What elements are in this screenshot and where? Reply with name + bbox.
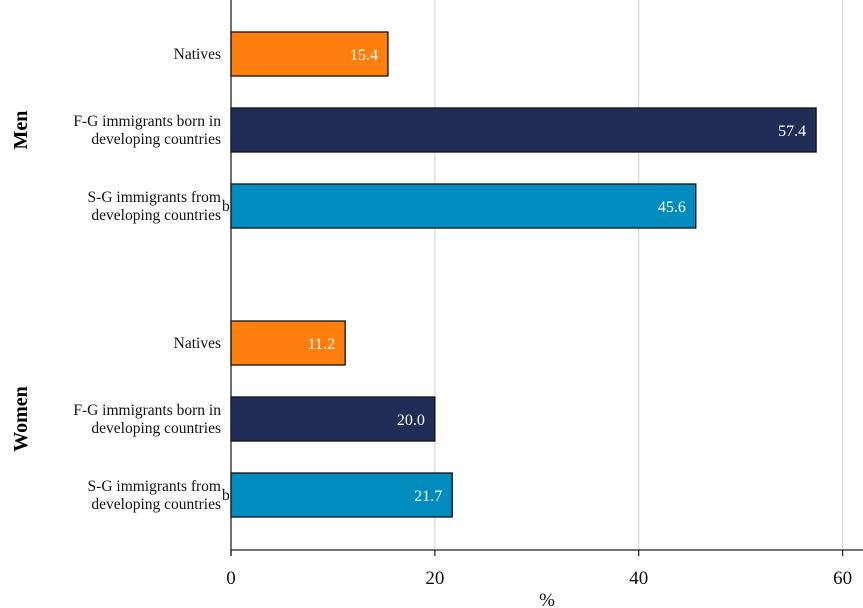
category-label: Natives <box>174 46 221 63</box>
bar <box>230 31 389 77</box>
x-tick-label: 40 <box>629 568 648 589</box>
group-label: Men <box>10 111 32 150</box>
bar-value-label: 21.7 <box>414 488 442 505</box>
x-axis-label: % <box>539 590 555 608</box>
category-label: Natives <box>174 335 221 352</box>
bar <box>230 396 436 442</box>
category-label: developing countries <box>91 496 221 513</box>
bar <box>230 183 697 229</box>
x-tick-label: 0 <box>226 568 236 589</box>
bar <box>230 107 817 153</box>
category-label: S-G immigrants from <box>88 478 221 495</box>
bar-value-label: 20.0 <box>397 412 425 429</box>
bar-value-label: 57.4 <box>778 123 806 140</box>
x-tick-label: 20 <box>425 568 444 589</box>
category-label: S-G immigrants from <box>88 189 221 206</box>
superscript-note: b <box>222 198 230 215</box>
x-tick-label: 60 <box>833 568 852 589</box>
superscript-note: b <box>222 487 230 504</box>
bar <box>230 472 453 518</box>
category-label: developing countries <box>91 207 221 224</box>
bar-value-label: 45.6 <box>658 199 686 216</box>
category-label: F-G immigrants born in <box>73 402 221 419</box>
category-label: developing countries <box>91 420 221 437</box>
bar-value-label: 11.2 <box>308 336 335 353</box>
category-label: developing countries <box>91 131 221 148</box>
group-label: Women <box>10 386 32 452</box>
bar <box>230 320 346 366</box>
bar-value-label: 15.4 <box>350 47 378 64</box>
category-label: F-G immigrants born in <box>73 113 221 130</box>
